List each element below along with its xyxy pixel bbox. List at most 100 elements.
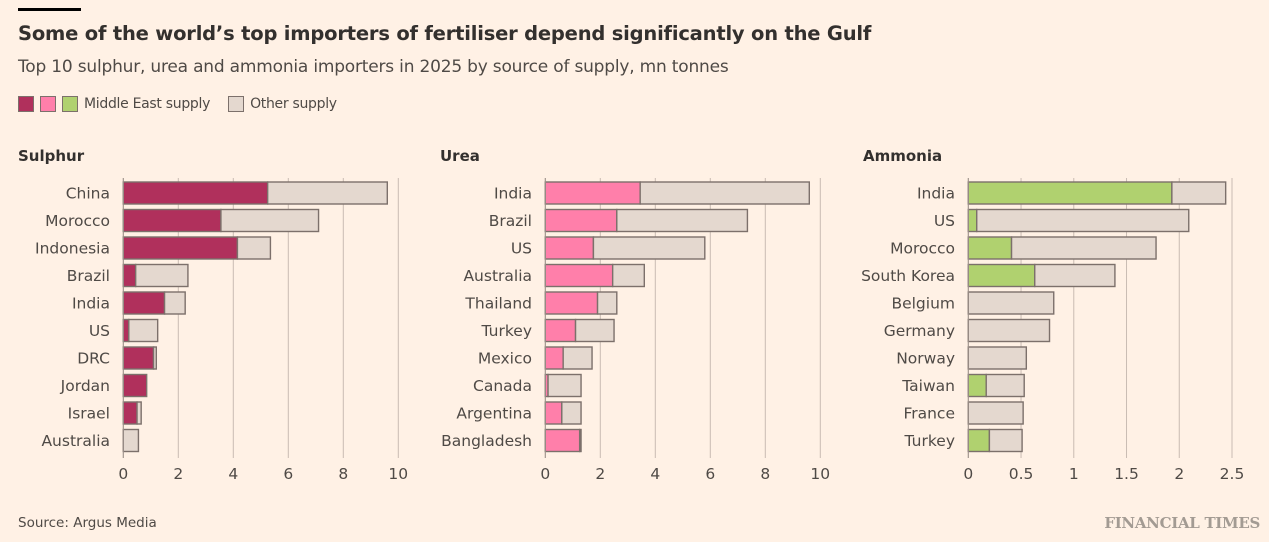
ammonia-chart: Ammonia 0 0.5 1 1.5 2 2.5 India US Morocco South K… (861, 147, 1245, 483)
bar-middle-east-supply (122, 401, 138, 425)
x-tick-label: 4 (650, 465, 660, 483)
bar-middle-east-supply (967, 181, 1173, 205)
x-tick-label: 8 (338, 465, 348, 483)
category-label: Bangladesh (441, 432, 532, 450)
category-label: Thailand (464, 295, 532, 313)
bar-other-supply (547, 373, 582, 398)
category-label: Argentina (456, 405, 532, 423)
category-label: Belgium (891, 295, 955, 313)
bar-middle-east-supply (544, 208, 618, 233)
chart-subtitle: Top 10 sulphur, urea and ammonia importe… (18, 57, 729, 77)
bar-other-supply (967, 401, 1024, 425)
bar-other-supply (220, 208, 320, 233)
category-label: Israel (68, 405, 110, 423)
bar-other-supply (128, 318, 159, 343)
category-label: Taiwan (901, 377, 955, 395)
bar-middle-east-supply (544, 236, 595, 260)
bar-middle-east-supply (122, 373, 148, 398)
bar-middle-east-supply (967, 236, 1013, 260)
x-tick-label: 1.5 (1114, 465, 1139, 483)
chart-title: Some of the world’s top importers of fer… (18, 22, 872, 45)
category-label: Jordan (60, 377, 110, 395)
bar-other-supply (967, 346, 1028, 370)
x-tick-label: 6 (283, 465, 293, 483)
bar-middle-east-supply (544, 181, 641, 205)
category-label: Turkey (904, 432, 955, 450)
category-label: Turkey (481, 322, 532, 340)
urea-chart: Urea 0 2 4 6 8 10 India Brazil US Australia Thailan… (440, 147, 830, 483)
x-tick-label: 0 (118, 465, 128, 483)
bar-middle-east-supply (544, 318, 577, 343)
legend-swatch-sulphur-middle-east (18, 96, 34, 112)
category-label: France (903, 405, 955, 423)
category-label: Canada (473, 377, 532, 395)
category-label: South Korea (861, 267, 955, 285)
category-label: India (72, 295, 110, 313)
category-label: Australia (41, 432, 110, 450)
x-tick-label: 2 (595, 465, 605, 483)
legend-label-other: Other supply (250, 96, 337, 112)
sulphur-chart: Sulphur 0 2 4 6 8 10 China Morocco Indonesia Brazi… (18, 147, 408, 483)
category-label: China (66, 185, 110, 203)
x-tick-label: 10 (810, 465, 830, 483)
bar-other-supply (152, 346, 158, 370)
bar-other-supply (611, 263, 646, 288)
bar-middle-east-supply (122, 236, 239, 260)
bar-middle-east-supply (122, 318, 130, 343)
bar-other-supply (967, 291, 1055, 315)
category-label: Indonesia (35, 240, 110, 258)
category-label: Australia (463, 267, 532, 285)
x-tick-label: 6 (705, 465, 715, 483)
bar-middle-east-supply (122, 208, 222, 233)
bar-other-supply (561, 401, 582, 425)
bar-middle-east-supply (122, 181, 269, 205)
bar-other-supply (988, 428, 1023, 453)
panel-title: Ammonia (863, 147, 942, 165)
legend-swatch-urea-middle-east (40, 96, 56, 112)
x-tick-label: 8 (760, 465, 770, 483)
category-label: India (494, 185, 532, 203)
panel-title: Urea (440, 147, 480, 165)
bar-middle-east-supply (544, 263, 614, 288)
bar-other-supply (1010, 236, 1157, 260)
category-label: Mexico (478, 350, 532, 368)
bar-middle-east-supply (544, 401, 563, 425)
category-label: DRC (77, 350, 110, 368)
bar-other-supply (1171, 181, 1227, 205)
bar-other-supply (122, 428, 140, 453)
bar-middle-east-supply (967, 263, 1036, 288)
x-tick-label: 0.5 (1009, 465, 1034, 483)
ft-brand-logo: FINANCIAL TIMES (1104, 514, 1260, 532)
legend-swatch-other (228, 96, 245, 112)
category-label: Germany (884, 322, 955, 340)
bar-other-supply (592, 236, 706, 260)
x-tick-label: 0 (963, 465, 973, 483)
category-label: US (89, 322, 110, 340)
category-label: Morocco (45, 212, 110, 230)
category-label: Brazil (67, 267, 110, 285)
bar-other-supply (976, 208, 1190, 233)
category-label: Norway (896, 350, 955, 368)
legend-swatch-ammonia-middle-east (62, 96, 78, 112)
bar-middle-east-supply (544, 291, 599, 315)
legend: Middle East supply Other supply (18, 96, 355, 112)
category-label: US (934, 212, 955, 230)
category-label: Morocco (890, 240, 955, 258)
panel-title: Sulphur (18, 147, 85, 165)
bar-other-supply (639, 181, 811, 205)
ft-top-rule (18, 8, 81, 11)
bar-middle-east-supply (122, 263, 137, 288)
bar-other-supply (578, 428, 582, 453)
x-tick-label: 2 (1174, 465, 1184, 483)
x-tick-label: 1 (1069, 465, 1079, 483)
x-tick-label: 2.5 (1220, 465, 1245, 483)
bar-middle-east-supply (967, 373, 987, 398)
bar-middle-east-supply (967, 428, 991, 453)
x-tick-label: 0 (540, 465, 550, 483)
bar-other-supply (985, 373, 1025, 398)
bar-middle-east-supply (544, 346, 564, 370)
bar-other-supply (967, 318, 1051, 343)
bar-middle-east-supply (544, 428, 581, 453)
bar-middle-east-supply (122, 346, 155, 370)
bar-middle-east-supply (122, 291, 166, 315)
